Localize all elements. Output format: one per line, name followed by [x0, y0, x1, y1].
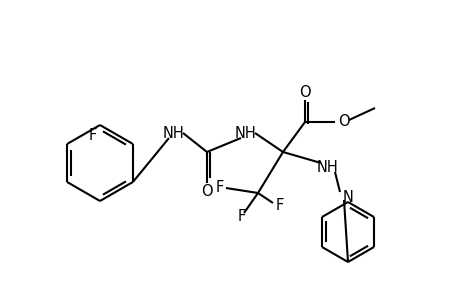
Text: O: O — [337, 115, 349, 130]
Text: NH: NH — [235, 125, 256, 140]
Text: F: F — [215, 181, 224, 196]
Text: NH: NH — [316, 160, 338, 175]
Text: O: O — [201, 184, 213, 200]
Text: F: F — [89, 128, 97, 142]
Text: N: N — [342, 190, 353, 205]
Text: F: F — [275, 197, 284, 212]
Text: O: O — [298, 85, 310, 100]
Text: NH: NH — [163, 125, 185, 140]
Text: F: F — [237, 209, 246, 224]
